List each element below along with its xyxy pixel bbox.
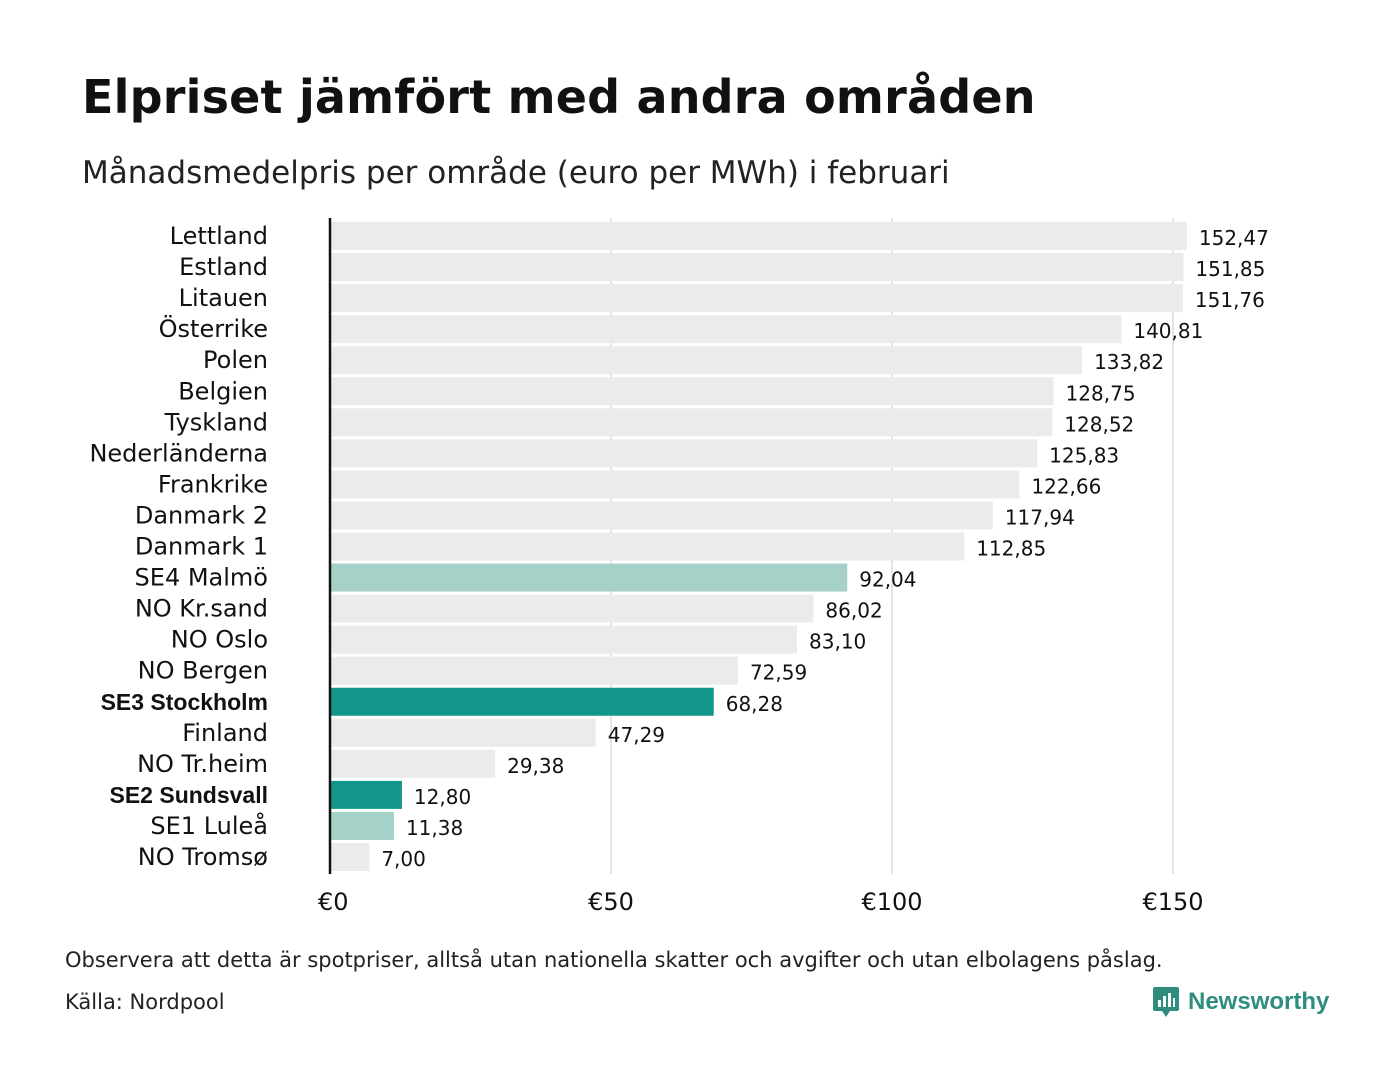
category-label-nederlanderna: Nederländerna [89, 439, 268, 467]
value-label-no-oslo: 83,10 [809, 630, 866, 654]
bar-osterrike [330, 315, 1122, 344]
category-label-tyskland: Tyskland [164, 408, 268, 436]
value-label-se3-stockholm: 68,28 [726, 692, 783, 716]
bar-no-bergen [330, 656, 738, 685]
bar-estland [330, 253, 1184, 282]
value-label-tyskland: 128,52 [1064, 412, 1134, 436]
value-label-litauen: 151,76 [1195, 288, 1265, 312]
category-label-belgien: Belgien [178, 377, 268, 405]
bar-lettland [330, 222, 1187, 250]
bar-chart-speech-icon [1153, 987, 1179, 1017]
category-label-no-tr-heim: NO Tr.heim [137, 750, 268, 778]
category-label-danmark-2: Danmark 2 [135, 501, 268, 529]
category-label-se1-lulea: SE1 Luleå [150, 811, 268, 840]
x-tick-label-0: €0 [318, 888, 349, 916]
footnote: Observera att detta är spotpriser, allts… [65, 948, 1163, 972]
bar-belgien [330, 377, 1054, 406]
value-label-osterrike: 140,81 [1133, 319, 1203, 343]
value-label-se4-malmo: 92,04 [859, 568, 916, 592]
x-tick-label-100: €100 [861, 888, 922, 916]
bar-no-troms [330, 843, 370, 871]
chart-title: Elpriset jämfört med andra områden [82, 70, 1036, 124]
bar-litauen [330, 284, 1183, 313]
category-label-se3-stockholm: SE3 Stockholm [101, 689, 268, 715]
x-tick-label-50: €50 [588, 888, 634, 916]
value-label-estland: 151,85 [1195, 257, 1265, 281]
bar-tyskland [330, 408, 1053, 437]
bars [330, 222, 1187, 871]
category-label-finland: Finland [182, 719, 268, 747]
x-tick-label-150: €150 [1142, 888, 1203, 916]
bar-frankrike [330, 470, 1020, 499]
category-label-osterrike: Österrike [159, 314, 268, 343]
bar-danmark-1 [330, 532, 965, 561]
category-label-no-troms: NO Tromsø [138, 843, 268, 871]
value-label-polen: 133,82 [1094, 350, 1164, 374]
chart-subtitle: Månadsmedelpris per område (euro per MWh… [82, 155, 950, 191]
bar-no-oslo [330, 625, 798, 654]
category-label-danmark-1: Danmark 1 [135, 533, 268, 561]
category-label-frankrike: Frankrike [158, 470, 268, 498]
category-label-no-oslo: NO Oslo [171, 626, 268, 654]
bar-se2-sundsvall [330, 780, 402, 809]
bar-nederlanderna [330, 439, 1038, 468]
source-credit: Källa: Nordpool [65, 990, 225, 1014]
value-label-nederlanderna: 125,83 [1049, 443, 1119, 467]
category-label-lettland: Lettland [170, 222, 268, 250]
value-label-danmark-1: 112,85 [976, 537, 1046, 561]
value-label-se1-lulea: 11,38 [406, 816, 463, 840]
category-label-litauen: Litauen [179, 284, 268, 312]
newsworthy-logo: Newsworthy [1152, 985, 1329, 1019]
bar-no-kr-sand [330, 594, 814, 623]
value-label-finland: 47,29 [608, 723, 665, 747]
value-label-belgien: 128,75 [1066, 381, 1136, 405]
value-label-se2-sundsvall: 12,80 [414, 785, 471, 809]
bar-se3-stockholm [330, 687, 714, 716]
value-label-danmark-2: 117,94 [1005, 505, 1075, 529]
brand-name: Newsworthy [1188, 988, 1330, 1015]
bar-no-tr-heim [330, 749, 496, 778]
bar-polen [330, 346, 1083, 375]
value-label-lettland: 152,47 [1199, 226, 1269, 250]
category-label-no-bergen: NO Bergen [138, 657, 268, 685]
value-label-no-troms: 7,00 [381, 847, 426, 871]
x-axis-ticks: €0 €50 €100 €150 [318, 888, 1204, 916]
value-label-no-kr-sand: 86,02 [825, 599, 882, 623]
category-label-no-kr-sand: NO Kr.sand [135, 595, 268, 623]
bar-se4-malmo [330, 563, 848, 592]
category-label-estland: Estland [179, 253, 268, 281]
bar-se1-lulea [330, 811, 394, 840]
bar-danmark-2 [330, 501, 993, 530]
category-label-se2-sundsvall: SE2 Sundsvall [109, 782, 268, 808]
category-label-se4-malmo: SE4 Malmö [135, 564, 268, 592]
category-label-polen: Polen [203, 346, 268, 374]
value-label-no-tr-heim: 29,38 [507, 754, 564, 778]
value-label-no-bergen: 72,59 [750, 661, 807, 685]
value-labels: 152,47 151,85 151,76 140,81 133,82 128,75 128,… [381, 226, 1269, 871]
bar-finland [330, 718, 596, 747]
value-label-frankrike: 122,66 [1031, 474, 1101, 498]
